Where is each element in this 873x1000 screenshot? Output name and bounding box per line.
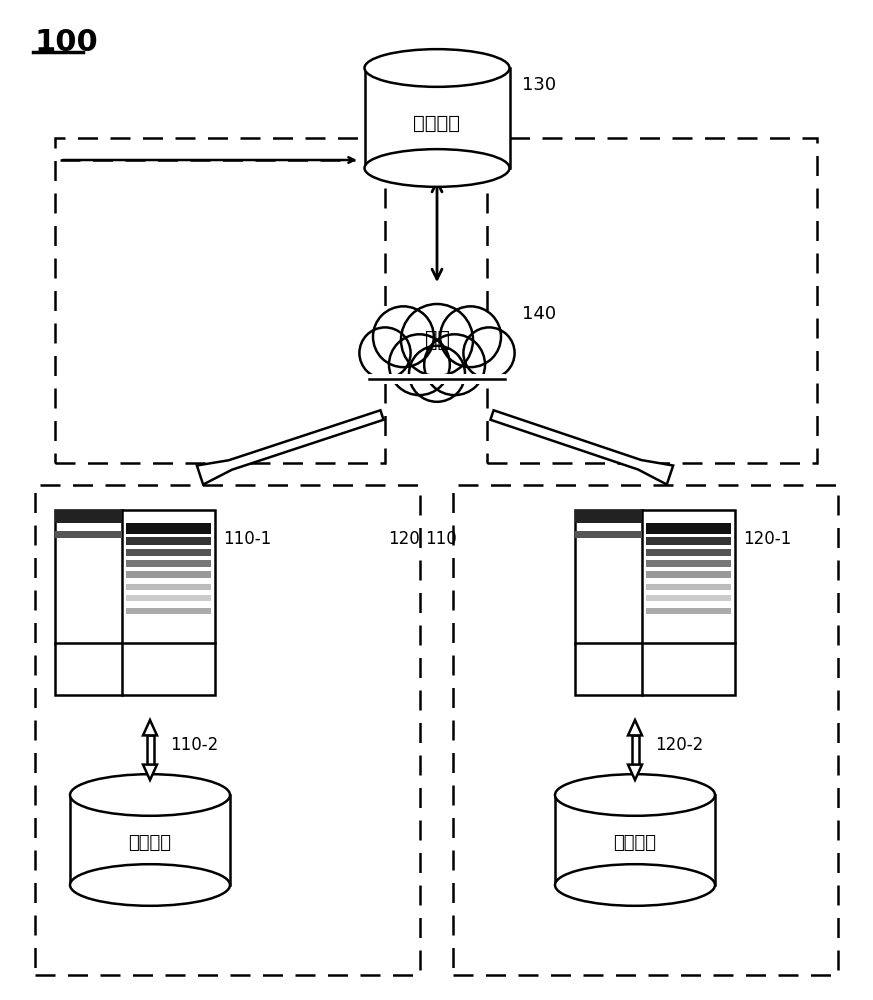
Ellipse shape: [70, 864, 230, 906]
Text: 网络: 网络: [424, 330, 450, 350]
Polygon shape: [143, 720, 157, 735]
Polygon shape: [197, 410, 383, 484]
Ellipse shape: [70, 774, 230, 816]
Bar: [126, 584, 211, 590]
Circle shape: [373, 306, 434, 367]
Circle shape: [360, 327, 410, 379]
Text: 110: 110: [425, 530, 457, 548]
Circle shape: [401, 304, 473, 376]
Bar: [55, 510, 122, 523]
Circle shape: [424, 334, 485, 395]
Text: 110-1: 110-1: [223, 530, 272, 548]
Polygon shape: [628, 720, 642, 735]
Circle shape: [389, 334, 450, 395]
Text: 120-1: 120-1: [743, 530, 791, 548]
Bar: [365, 68, 510, 168]
Bar: [55, 531, 122, 538]
Bar: [35, 485, 420, 975]
Ellipse shape: [555, 774, 715, 816]
Text: 140: 140: [522, 305, 556, 323]
Text: 存储设备: 存储设备: [414, 113, 460, 132]
Bar: [646, 595, 732, 601]
Text: 100: 100: [35, 28, 99, 57]
Bar: [126, 608, 211, 614]
Bar: [646, 523, 732, 534]
Circle shape: [440, 306, 501, 367]
Bar: [147, 735, 154, 765]
Bar: [369, 374, 505, 384]
Ellipse shape: [365, 49, 510, 87]
Text: 存储设备: 存储设备: [614, 834, 656, 852]
Text: 120-2: 120-2: [655, 736, 704, 754]
Bar: [555, 795, 715, 885]
Ellipse shape: [555, 864, 715, 906]
Bar: [126, 571, 211, 578]
Bar: [126, 595, 211, 601]
Circle shape: [464, 327, 514, 379]
Bar: [631, 735, 638, 765]
Bar: [126, 549, 211, 556]
Bar: [126, 523, 211, 534]
Bar: [487, 138, 817, 463]
Polygon shape: [491, 410, 673, 484]
Text: 存储设备: 存储设备: [128, 834, 171, 852]
Bar: [646, 549, 732, 556]
Text: 130: 130: [521, 76, 555, 94]
Bar: [453, 485, 838, 975]
Bar: [646, 584, 732, 590]
Text: 110-2: 110-2: [170, 736, 218, 754]
Text: 120: 120: [388, 530, 420, 548]
Bar: [126, 537, 211, 545]
Bar: [575, 510, 735, 695]
Bar: [646, 608, 732, 614]
Bar: [575, 510, 643, 523]
Bar: [646, 571, 732, 578]
Polygon shape: [143, 765, 157, 780]
Bar: [70, 795, 230, 885]
Bar: [126, 560, 211, 567]
Bar: [55, 138, 385, 463]
Bar: [55, 510, 215, 695]
Bar: [646, 537, 732, 545]
Circle shape: [409, 346, 465, 402]
Bar: [646, 560, 732, 567]
Bar: [575, 531, 643, 538]
Ellipse shape: [365, 149, 510, 187]
Polygon shape: [628, 765, 642, 780]
